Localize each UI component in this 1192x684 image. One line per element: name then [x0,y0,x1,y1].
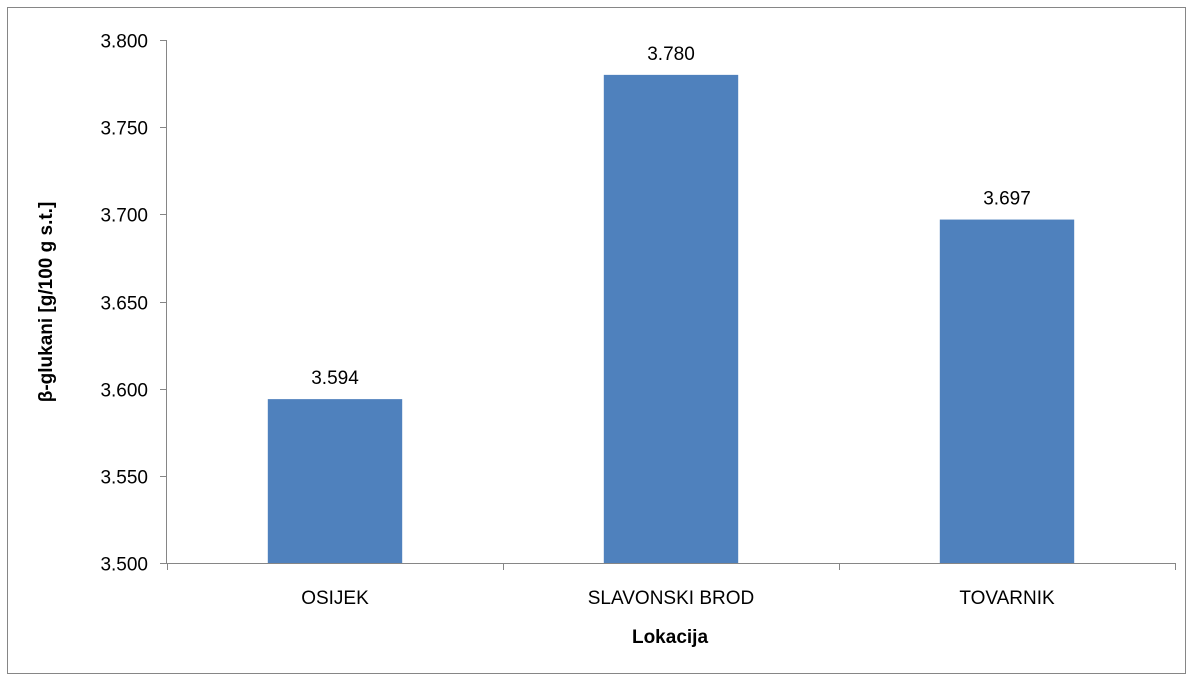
bars [267,74,1075,563]
bar [939,219,1075,563]
y-tick-label: 3.750 [100,119,148,140]
x-axis-title: Lokacija [632,627,708,648]
x-tick-label: OSIJEK [301,588,369,609]
y-axis-title: β-glukani [g/100 g s.t.] [36,202,57,403]
x-tick-label: TOVARNIK [959,588,1055,609]
y-tick-label: 3.500 [100,555,148,576]
bar [603,74,739,563]
data-labels: 3.594 3.780 3.697 [311,44,1031,389]
bar-value-label: 3.780 [647,44,695,65]
y-axis-ticks: 3.500 3.550 3.600 3.650 3.700 3.750 3.800 [100,32,167,576]
y-tick-label: 3.550 [100,468,148,489]
y-tick-label: 3.700 [100,206,148,227]
bar-value-label: 3.697 [983,189,1031,210]
x-tick-label: SLAVONSKI BROD [588,588,754,609]
y-tick-label: 3.650 [100,294,148,315]
y-tick-label: 3.800 [100,32,148,53]
bar [267,399,403,563]
bar-value-label: 3.594 [311,368,359,389]
y-tick-label: 3.600 [100,381,148,402]
x-axis-ticks: OSIJEK SLAVONSKI BROD TOVARNIK [167,563,1176,609]
